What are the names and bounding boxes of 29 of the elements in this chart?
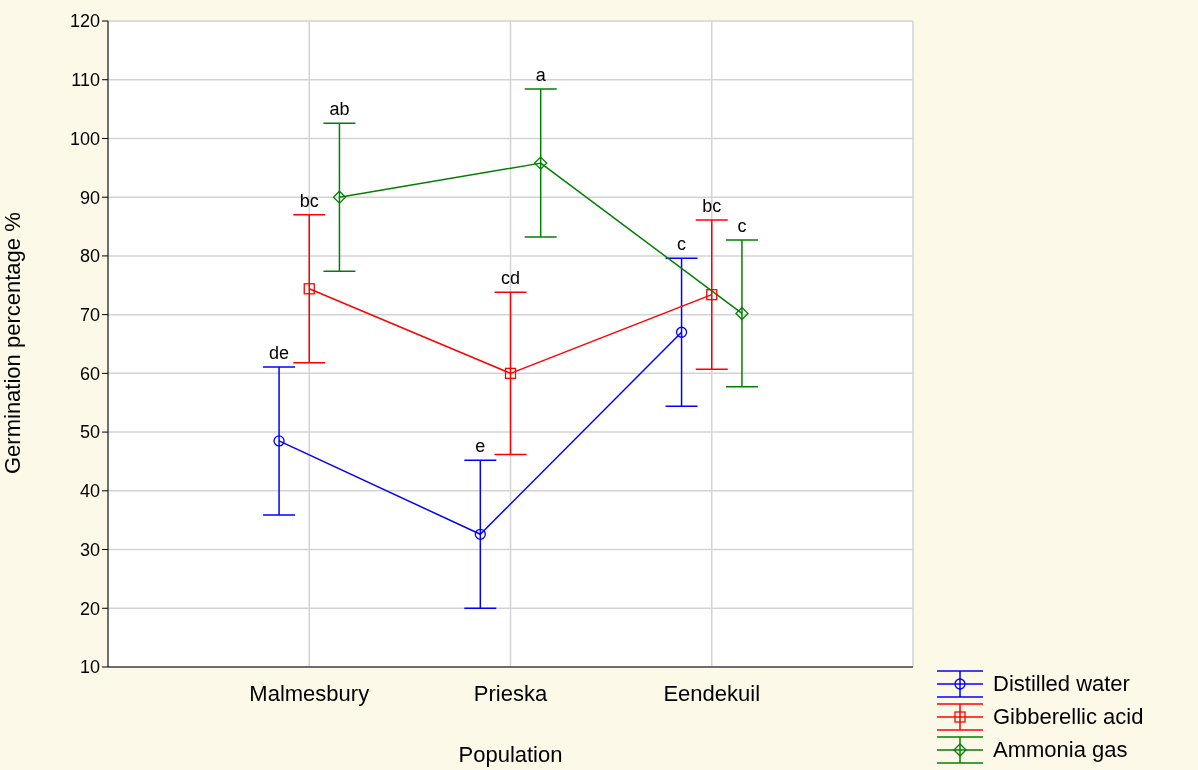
x-axis-title: Population	[458, 742, 563, 767]
annotation: a	[535, 65, 547, 86]
legend-label: Distilled water	[993, 670, 1130, 698]
y-tick-label: 40	[79, 481, 100, 502]
y-tick-label: 120	[69, 11, 100, 32]
annotation: ab	[329, 99, 350, 120]
y-tick-label: 30	[79, 539, 100, 560]
annotation: c	[677, 234, 687, 255]
y-tick-label: 50	[79, 422, 100, 443]
y-tick-label: 110	[71, 70, 100, 91]
y-tick-label: 100	[69, 128, 100, 149]
annotation: de	[269, 342, 290, 363]
x-tick-label: Eendekuil	[663, 680, 761, 706]
x-tick-label: Malmesbury	[249, 680, 370, 706]
y-tick-label: 70	[79, 305, 100, 326]
annotation: cd	[500, 268, 521, 289]
y-tick-label: 10	[79, 657, 100, 678]
legend-label: Gibberellic acid	[993, 703, 1144, 731]
y-tick-label: 90	[79, 187, 100, 208]
annotation: e	[475, 436, 486, 457]
x-tick-label: Prieska	[473, 680, 548, 706]
y-tick-label: 80	[79, 246, 100, 267]
legend-label: Ammonia gas	[993, 736, 1128, 764]
annotation: bc	[299, 190, 319, 211]
y-tick-label: 20	[79, 598, 100, 619]
y-tick-label: 60	[79, 363, 100, 384]
annotation: c	[737, 216, 747, 237]
y-axis-title: Germination percentage %	[0, 212, 25, 474]
annotation: bc	[702, 196, 722, 217]
